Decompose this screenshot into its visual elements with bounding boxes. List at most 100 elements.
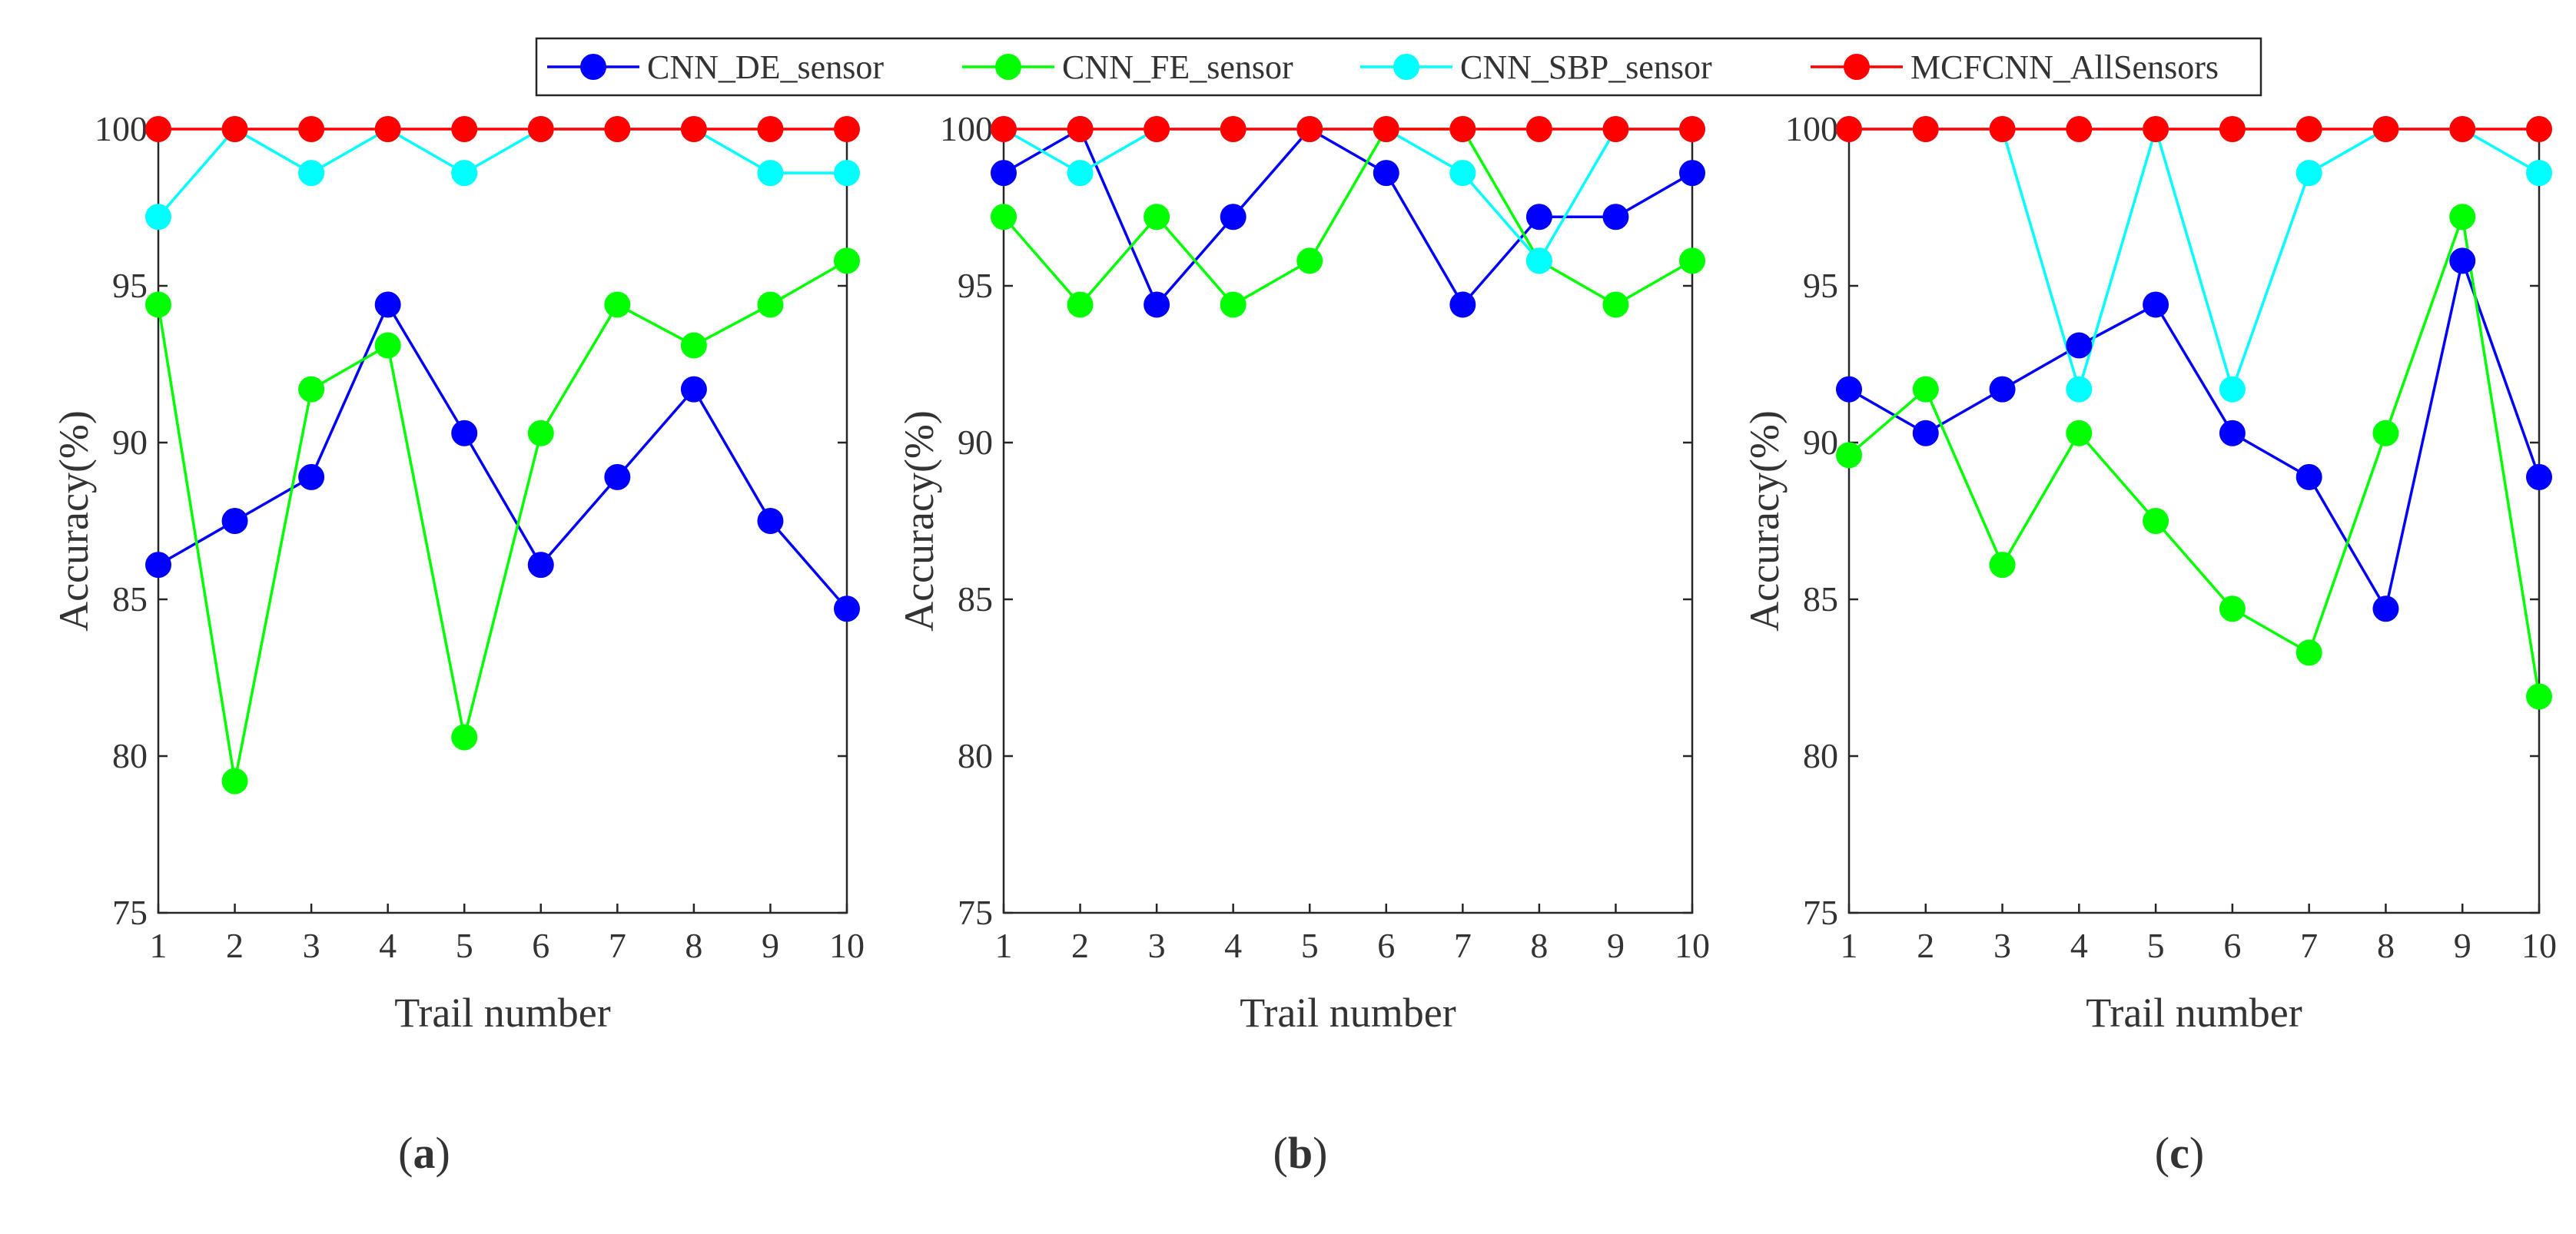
x-tick-label: 8 [1530,926,1548,965]
data-point-CNN_SBP_sensor [834,160,860,187]
data-point-CNN_DE_sensor [1525,204,1552,231]
data-point-CNN_FE_sensor [834,247,860,274]
series-line-CNN_DE_sensor [1003,127,1693,307]
plot-frame [157,128,848,914]
x-tick-label: 9 [1607,926,1625,965]
data-point-CNN_FE_sensor [1296,247,1323,274]
data-point-CNN_FE_sensor [680,332,707,359]
y-tick-label: 95 [958,266,993,305]
x-tick-label: 2 [1071,926,1089,965]
data-point-MCFCNN_AllSensors [451,116,478,142]
data-point-MCFCNN_AllSensors [1296,116,1323,142]
y-tick-label: 95 [1803,266,1838,305]
y-tick-label: 100 [940,109,993,148]
legend-label-CNN_SBP_sensor: CNN_SBP_sensor [1460,48,1712,86]
data-point-MCFCNN_AllSensors [2449,116,2476,142]
data-point-CNN_DE_sensor [2372,595,2399,622]
y-axis-label: Accuracy(%) [51,410,97,632]
data-point-CNN_FE_sensor [2066,420,2093,446]
data-point-MCFCNN_AllSensors [1373,116,1399,142]
x-tick-label: 10 [2521,926,2557,965]
legend-marker-CNN_SBP_sensor [1393,54,1419,80]
x-tick-label: 8 [685,926,702,965]
data-point-MCFCNN_AllSensors [1220,116,1247,142]
data-point-CNN_FE_sensor [374,332,401,359]
data-point-MCFCNN_AllSensors [145,116,171,142]
y-tick-label: 75 [1803,893,1838,932]
data-point-CNN_DE_sensor [1144,291,1170,318]
x-tick-label: 9 [2454,926,2471,965]
data-point-CNN_FE_sensor [527,420,554,446]
series-line-CNN_DE_sensor [158,301,848,610]
y-tick-label: 80 [958,736,993,775]
data-point-CNN_DE_sensor [604,463,631,490]
data-point-CNN_FE_sensor [2526,683,2552,710]
x-tick-label: 5 [456,926,473,965]
data-point-CNN_SBP_sensor [2295,160,2322,187]
x-tick-label: 5 [2147,926,2165,965]
data-point-CNN_DE_sensor [834,595,860,622]
data-point-MCFCNN_AllSensors [1912,116,1939,142]
chart-panel-a: 75 80 85 90 95 100 1 2 3 4 5 6 7 8 9 10 Trail number Accu… [51,109,865,1178]
plot-frame [1002,128,1694,914]
data-point-CNN_DE_sensor [1449,291,1476,318]
data-point-CNN_DE_sensor [2066,332,2093,359]
data-point-CNN_DE_sensor [2449,247,2476,274]
data-point-CNN_DE_sensor [2295,463,2322,490]
x-tick-label: 6 [1377,926,1395,965]
data-point-MCFCNN_AllSensors [1525,116,1552,142]
data-point-CNN_SBP_sensor [145,204,171,231]
x-tick-label: 6 [532,926,549,965]
x-axis-label: Trail number [2086,990,2302,1036]
plot-frame [1847,128,2541,914]
data-point-MCFCNN_AllSensors [834,116,860,142]
data-point-CNN_FE_sensor [298,376,325,403]
x-tick-label: 7 [609,926,626,965]
x-tick-label: 9 [762,926,779,965]
y-tick-label: 95 [112,266,148,305]
data-point-CNN_SBP_sensor [451,160,478,187]
data-point-CNN_DE_sensor [527,552,554,579]
series-line-CNN_DE_sensor [1848,256,2541,612]
data-point-CNN_DE_sensor [221,508,248,534]
chart-panel-b: 75 80 85 90 95 100 1 2 3 4 5 6 7 8 9 10 Trail number Accu… [896,109,1710,1178]
y-tick-label: 75 [112,893,148,932]
data-point-CNN_FE_sensor [1912,376,1939,403]
data-point-CNN_DE_sensor [1989,376,2016,403]
data-point-CNN_DE_sensor [298,463,325,490]
legend: CNN_DE_sensor CNN_FE_sensor CNN_SBP_sensor… [535,37,2262,97]
data-point-CNN_FE_sensor [991,204,1017,231]
data-point-CNN_FE_sensor [1602,291,1629,318]
y-tick-label: 90 [958,423,993,462]
x-tick-label: 3 [1148,926,1166,965]
x-tick-label: 4 [379,926,397,965]
data-point-MCFCNN_AllSensors [1449,116,1476,142]
x-tick-label: 10 [829,926,865,965]
x-axis-label: Trail number [394,990,611,1036]
data-point-CNN_DE_sensor [757,508,784,534]
data-point-CNN_DE_sensor [374,291,401,318]
y-tick-label: 85 [112,579,148,619]
data-point-CNN_SBP_sensor [1449,160,1476,187]
legend-label-MCFCNN_AllSensors: MCFCNN_AllSensors [1910,48,2219,86]
data-point-MCFCNN_AllSensors [374,116,401,142]
series-line-CNN_SBP_sensor [157,127,847,218]
x-tick-label: 2 [1917,926,1934,965]
x-tick-label: 6 [2223,926,2241,965]
y-tick-label: 80 [1803,736,1838,775]
data-point-CNN_DE_sensor [2219,420,2246,446]
data-point-MCFCNN_AllSensors [1989,116,2016,142]
data-point-MCFCNN_AllSensors [2295,116,2322,142]
x-tick-label: 1 [995,926,1013,965]
x-tick-label: 3 [1993,926,2011,965]
x-tick-label: 8 [2377,926,2395,965]
data-point-MCFCNN_AllSensors [1067,116,1094,142]
y-tick-label: 85 [1803,579,1838,619]
panel-caption: (c) [2155,1128,2204,1178]
y-tick-label: 80 [112,736,148,775]
legend-marker-CNN_FE_sensor [995,54,1021,80]
data-point-CNN_DE_sensor [145,552,171,579]
data-point-MCFCNN_AllSensors [527,116,554,142]
y-tick-label: 75 [958,893,993,932]
data-point-MCFCNN_AllSensors [604,116,631,142]
